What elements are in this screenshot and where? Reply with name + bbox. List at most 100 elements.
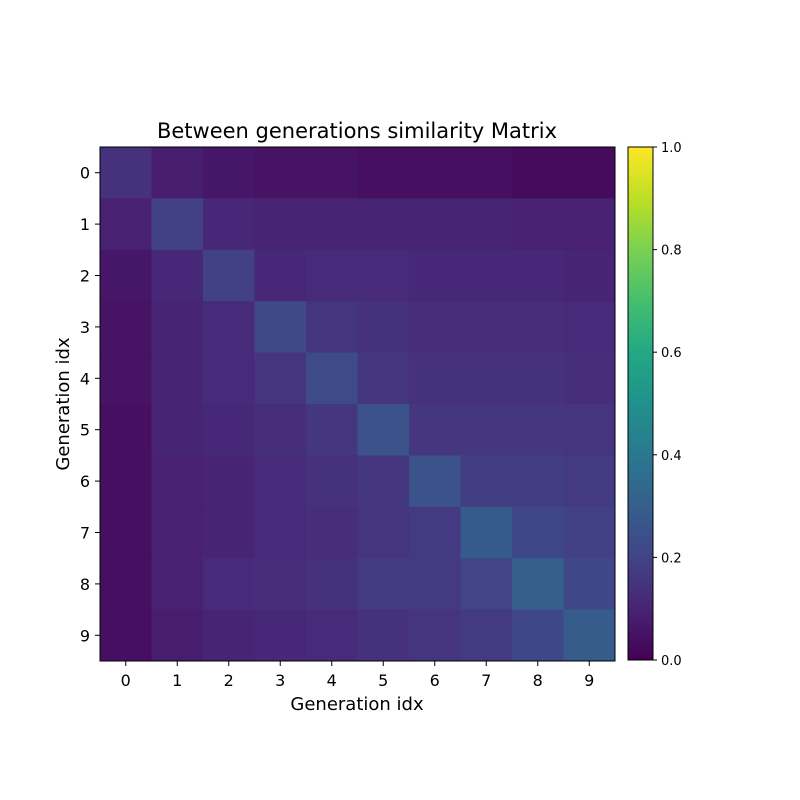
heatmap-cell-r4-c7 — [460, 352, 513, 405]
heatmap-cell-r9-c9 — [563, 609, 616, 662]
heatmap-cell-r7-c8 — [512, 506, 564, 559]
heatmap-cell-r7-c6 — [409, 506, 461, 559]
heatmap-cells — [100, 147, 616, 662]
y-tick-label: 5 — [80, 421, 90, 440]
heatmap-cell-r3-c3 — [254, 301, 307, 354]
heatmap-cell-r8-c9 — [563, 558, 616, 611]
x-tick-label: 7 — [481, 671, 491, 690]
heatmap-cell-r3-c4 — [306, 301, 358, 354]
x-tick-label: 8 — [533, 671, 543, 690]
x-tick-label: 1 — [172, 671, 182, 690]
heatmap-cell-r8-c6 — [409, 558, 461, 611]
heatmap-cell-r4-c6 — [409, 352, 461, 405]
heatmap-cell-r9-c5 — [357, 609, 410, 662]
heatmap-cell-r3-c0 — [100, 301, 152, 354]
heatmap-cell-r0-c5 — [357, 147, 410, 199]
heatmap-cell-r2-c5 — [357, 249, 410, 302]
heatmap-cell-r4-c8 — [512, 352, 564, 405]
heatmap-cell-r5-c5 — [357, 404, 410, 456]
y-tick-label: 9 — [80, 626, 90, 645]
heatmap-cell-r1-c7 — [460, 198, 513, 251]
heatmap-cell-r3-c2 — [203, 301, 255, 354]
x-tick-label: 5 — [378, 671, 388, 690]
heatmap-cell-r6-c0 — [100, 455, 152, 508]
heatmap-cell-r9-c1 — [151, 609, 204, 662]
heatmap-cell-r1-c4 — [306, 198, 358, 251]
heatmap-cell-r3-c7 — [460, 301, 513, 354]
heatmap-cell-r4-c2 — [203, 352, 255, 405]
heatmap-cell-r1-c5 — [357, 198, 410, 251]
colorbar: 0.0 0.2 0.4 0.6 0.8 1.0 — [627, 141, 682, 669]
heatmap-cell-r1-c1 — [151, 198, 204, 251]
heatmap-cell-r2-c7 — [460, 249, 513, 302]
heatmap-cell-r7-c2 — [203, 506, 255, 559]
y-axis-ticks: 0 1 2 3 4 5 6 7 8 9 — [80, 164, 100, 645]
heatmap-cell-r8-c7 — [460, 558, 513, 611]
heatmap-cell-r7-c1 — [151, 506, 204, 559]
x-tick-label: 2 — [224, 671, 234, 690]
heatmap-cell-r8-c2 — [203, 558, 255, 611]
colorbar-tick-label: 0.0 — [661, 654, 682, 669]
colorbar-tick-label: 0.4 — [661, 449, 682, 464]
heatmap-cell-r4-c5 — [357, 352, 410, 405]
y-tick-label: 7 — [80, 524, 90, 543]
x-tick-label: 0 — [121, 671, 131, 690]
heatmap-cell-r4-c1 — [151, 352, 204, 405]
heatmap-cell-r2-c9 — [563, 249, 616, 302]
heatmap-cell-r4-c9 — [563, 352, 616, 405]
colorbar-tick-label: 0.6 — [661, 346, 682, 361]
heatmap-cell-r4-c4 — [306, 352, 358, 405]
heatmap-cell-r7-c7 — [460, 506, 513, 559]
heatmap-cell-r0-c9 — [563, 147, 616, 199]
y-tick-label: 6 — [80, 472, 90, 491]
heatmap-cell-r0-c6 — [409, 147, 461, 199]
heatmap-cell-r9-c8 — [512, 609, 564, 662]
x-tick-label: 4 — [327, 671, 337, 690]
heatmap-cell-r3-c9 — [563, 301, 616, 354]
y-tick-label: 4 — [80, 369, 90, 388]
x-tick-label: 3 — [275, 671, 285, 690]
heatmap-cell-r6-c8 — [512, 455, 564, 508]
heatmap-cell-r7-c5 — [357, 506, 410, 559]
y-tick-label: 1 — [80, 215, 90, 234]
heatmap-cell-r5-c6 — [409, 404, 461, 456]
colorbar-tick-label: 1.0 — [661, 141, 682, 156]
heatmap-cell-r8-c8 — [512, 558, 564, 611]
x-tick-label: 6 — [430, 671, 440, 690]
heatmap-cell-r5-c9 — [563, 404, 616, 456]
heatmap-cell-r3-c1 — [151, 301, 204, 354]
heatmap-cell-r9-c2 — [203, 609, 255, 662]
colorbar-tick-label: 0.8 — [661, 244, 682, 259]
heatmap-cell-r8-c3 — [254, 558, 307, 611]
heatmap-cell-r2-c8 — [512, 249, 564, 302]
colorbar-gradient — [627, 146, 654, 661]
heatmap-cell-r7-c9 — [563, 506, 616, 559]
heatmap-cell-r0-c4 — [306, 147, 358, 199]
heatmap-cell-r9-c6 — [409, 609, 461, 662]
heatmap-cell-r1-c8 — [512, 198, 564, 251]
plot-frame — [99, 146, 616, 662]
heatmap-cell-r7-c0 — [100, 506, 152, 559]
y-axis-label: Generation idx — [53, 337, 74, 471]
heatmap-cell-r9-c7 — [460, 609, 513, 662]
heatmap-cell-r0-c2 — [203, 147, 255, 199]
heatmap-cell-r3-c8 — [512, 301, 564, 354]
heatmap-cell-r4-c0 — [100, 352, 152, 405]
heatmap-cell-r2-c4 — [306, 249, 358, 302]
heatmap-cell-r8-c1 — [151, 558, 204, 611]
heatmap-cell-r2-c2 — [203, 249, 255, 302]
heatmap-cell-r1-c0 — [100, 198, 152, 251]
y-tick-label: 3 — [80, 318, 90, 337]
heatmap-cell-r6-c5 — [357, 455, 410, 508]
heatmap-cell-r3-c5 — [357, 301, 410, 354]
heatmap-cell-r8-c0 — [100, 558, 152, 611]
heatmap-cell-r0-c3 — [254, 147, 307, 199]
heatmap-cell-r1-c2 — [203, 198, 255, 251]
y-tick-label: 2 — [80, 267, 90, 286]
x-axis-ticks: 0 1 2 3 4 5 6 7 8 9 — [121, 661, 594, 690]
heatmap-cell-r2-c6 — [409, 249, 461, 302]
heatmap-cell-r6-c3 — [254, 455, 307, 508]
heatmap-cell-r0-c0 — [100, 147, 152, 199]
heatmap-cell-r5-c7 — [460, 404, 513, 456]
